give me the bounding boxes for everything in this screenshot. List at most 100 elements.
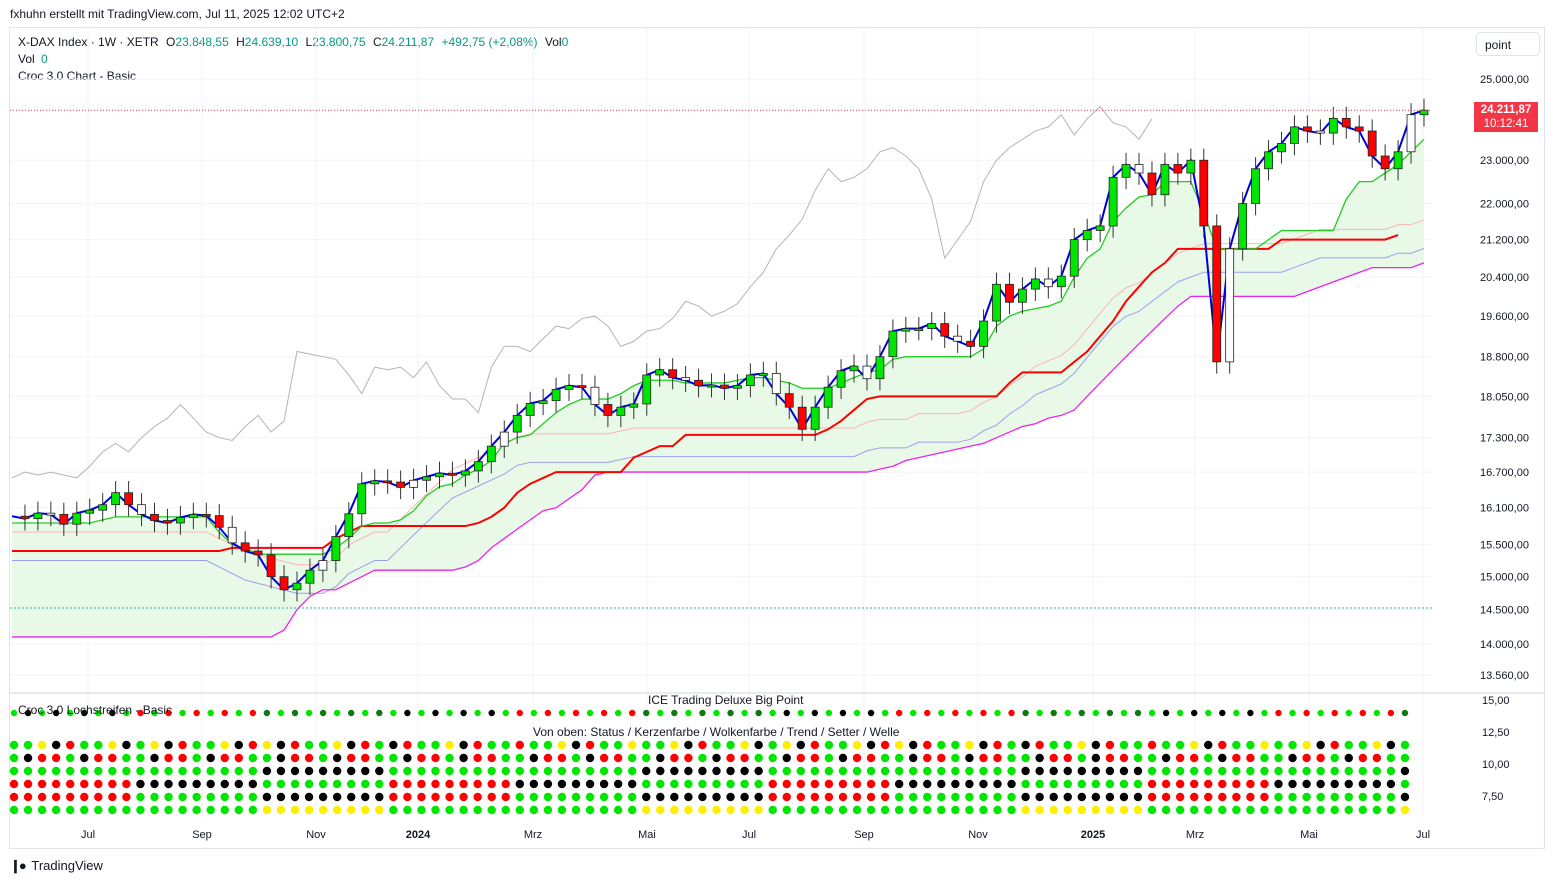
signal-dot xyxy=(1288,806,1296,814)
signal-dot xyxy=(431,806,439,814)
signal-dot xyxy=(277,780,285,788)
signal-dot xyxy=(797,806,805,814)
signal-dot xyxy=(825,767,833,775)
tradingview-logo[interactable]: ❙● TradingView xyxy=(10,858,103,874)
signal-dot xyxy=(1177,710,1183,716)
signal-dot xyxy=(656,780,664,788)
signal-dot xyxy=(558,741,566,749)
signal-dot xyxy=(333,754,341,762)
signal-dot xyxy=(207,754,215,762)
signal-dot xyxy=(642,741,650,749)
signal-dot xyxy=(473,780,481,788)
signal-dot xyxy=(108,741,116,749)
price-axis-tick: 19.600,00 xyxy=(1480,311,1529,323)
signal-dot xyxy=(417,780,425,788)
signal-dot xyxy=(1107,710,1113,716)
signal-dot xyxy=(361,806,369,814)
signal-dot xyxy=(1204,806,1212,814)
signal-dot xyxy=(740,793,748,801)
signal-dot xyxy=(1134,767,1142,775)
signal-dot xyxy=(572,754,580,762)
candle-body xyxy=(99,505,107,510)
signal-dot xyxy=(249,767,257,775)
signal-dot xyxy=(1190,754,1198,762)
signal-dot xyxy=(895,741,903,749)
price-axis-tick: 18.050,00 xyxy=(1480,391,1529,403)
signal-dot xyxy=(628,754,636,762)
signal-dot xyxy=(1360,710,1366,716)
signal-dot xyxy=(951,793,959,801)
signal-dot xyxy=(868,710,874,716)
signal-dot xyxy=(740,754,748,762)
signal-dot xyxy=(361,741,369,749)
candle-body xyxy=(500,432,508,446)
signal-dot xyxy=(628,767,636,775)
green-line xyxy=(12,139,1424,554)
signal-dot xyxy=(10,767,18,775)
signal-dot xyxy=(80,806,88,814)
signal-dot xyxy=(614,741,622,749)
signal-dot xyxy=(783,741,791,749)
signal-dot xyxy=(937,767,945,775)
signal-dot xyxy=(52,741,60,749)
cloud-area xyxy=(12,139,1424,637)
signal-dot xyxy=(178,806,186,814)
signal-dot xyxy=(249,741,257,749)
signal-dot xyxy=(531,710,537,716)
price-axis-tick: 20.400,00 xyxy=(1480,272,1529,284)
signal-dot xyxy=(1050,754,1058,762)
candle-body xyxy=(720,385,728,388)
signal-dot xyxy=(66,754,74,762)
signal-dot xyxy=(417,806,425,814)
signal-dot xyxy=(1373,767,1381,775)
signal-dot xyxy=(1148,741,1156,749)
signal-dot xyxy=(839,754,847,762)
lower-pane-indicator-label[interactable]: Croc 3.0 Lochstreifen - Basic xyxy=(18,703,172,717)
signal-dot xyxy=(769,793,777,801)
signal-dot xyxy=(235,741,243,749)
signal-dot xyxy=(965,754,973,762)
signal-dot xyxy=(10,741,18,749)
candle-body xyxy=(1420,110,1428,115)
signal-dot xyxy=(249,780,257,788)
signal-dot xyxy=(1134,780,1142,788)
signal-dot xyxy=(208,710,214,716)
signal-dot xyxy=(1007,780,1015,788)
signal-dot xyxy=(1035,741,1043,749)
candle-body xyxy=(474,462,482,471)
signal-dot xyxy=(403,806,411,814)
signal-dot xyxy=(628,741,636,749)
candle-body xyxy=(889,331,897,357)
signal-dot xyxy=(460,710,466,716)
signal-dot xyxy=(726,754,734,762)
candle-body xyxy=(215,516,223,528)
signal-dot xyxy=(445,741,453,749)
signal-dot xyxy=(530,806,538,814)
candle-body xyxy=(241,543,249,551)
signal-dot xyxy=(488,806,496,814)
signal-dot xyxy=(1387,767,1395,775)
signal-dot xyxy=(642,780,650,788)
signal-dot xyxy=(670,741,678,749)
signal-dot xyxy=(1079,710,1085,716)
signal-dot xyxy=(1007,754,1015,762)
signal-dot xyxy=(670,806,678,814)
signal-dot xyxy=(94,793,102,801)
signal-dot xyxy=(1232,780,1240,788)
signal-dot xyxy=(207,793,215,801)
signal-dot xyxy=(94,754,102,762)
signal-dot xyxy=(263,754,271,762)
candle-body xyxy=(371,481,379,484)
signal-dot xyxy=(459,780,467,788)
signal-dot xyxy=(1007,806,1015,814)
signal-dot xyxy=(235,767,243,775)
signal-dot xyxy=(754,767,762,775)
lower-pane-subtitle: Von oben: Status / Kerzenfarbe / Wolkenf… xyxy=(533,725,899,739)
signal-dot xyxy=(965,780,973,788)
signal-dot xyxy=(164,767,172,775)
signal-dot xyxy=(600,793,608,801)
signal-dot xyxy=(431,793,439,801)
candle-body xyxy=(1303,127,1311,131)
signal-dot xyxy=(629,710,635,716)
